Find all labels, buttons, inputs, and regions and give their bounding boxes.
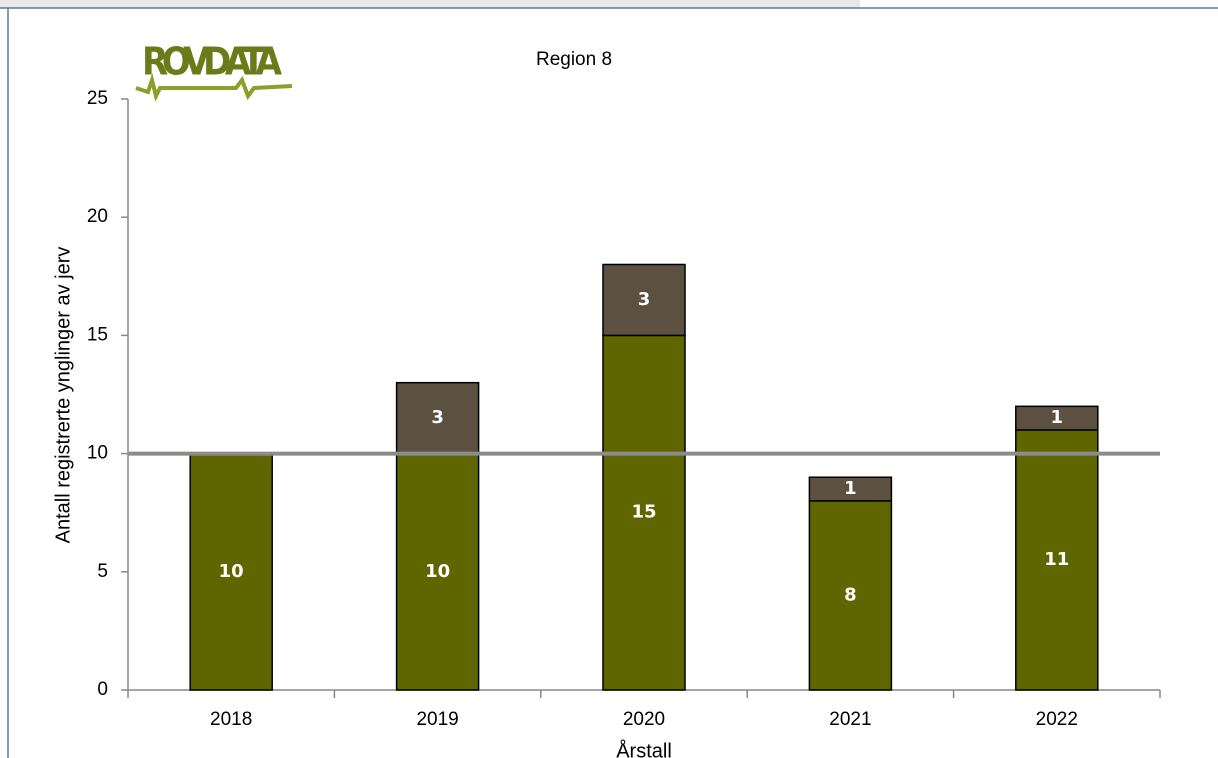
value-label: 8 (844, 584, 857, 605)
bar-segment (808, 500, 893, 691)
bar-segment (1015, 405, 1099, 431)
x-axis-label: Årstall (616, 739, 672, 758)
y-tick-label: 20 (87, 206, 108, 227)
y-axis-label: Antall registrerte ynglinger av jerv (52, 247, 74, 544)
value-label: 10 (425, 561, 450, 582)
y-tick-label: 15 (87, 324, 108, 345)
value-label: 1 (844, 478, 857, 499)
bar-segment (395, 452, 480, 691)
value-label: 10 (219, 561, 244, 582)
value-label: 1 (1051, 407, 1064, 428)
logo-wave (135, 72, 293, 102)
logo: ROVDATA (142, 40, 283, 84)
y-tick-label: 25 (87, 88, 108, 109)
bar-segment (602, 263, 686, 337)
y-tick-label: 10 (87, 443, 108, 464)
value-label: 15 (631, 502, 656, 523)
value-label: 11 (1044, 549, 1069, 570)
x-tick-label: 2019 (416, 709, 458, 730)
bar-segment (395, 381, 480, 455)
value-label: 3 (431, 407, 444, 428)
bar-segment (1015, 429, 1099, 691)
y-tick-label: 0 (97, 679, 108, 700)
x-tick-label: 2018 (210, 709, 252, 730)
bar-segment (189, 452, 273, 691)
x-tick-label: 2021 (829, 709, 871, 730)
top-strip (0, 0, 860, 8)
bar-segment (602, 334, 686, 691)
value-label: 3 (638, 289, 651, 310)
chart-title: Region 8 (536, 49, 612, 70)
bar-segment (808, 476, 893, 502)
x-tick-label: 2020 (623, 709, 665, 730)
x-tick-label: 2022 (1036, 709, 1078, 730)
y-tick-label: 5 (97, 561, 108, 582)
